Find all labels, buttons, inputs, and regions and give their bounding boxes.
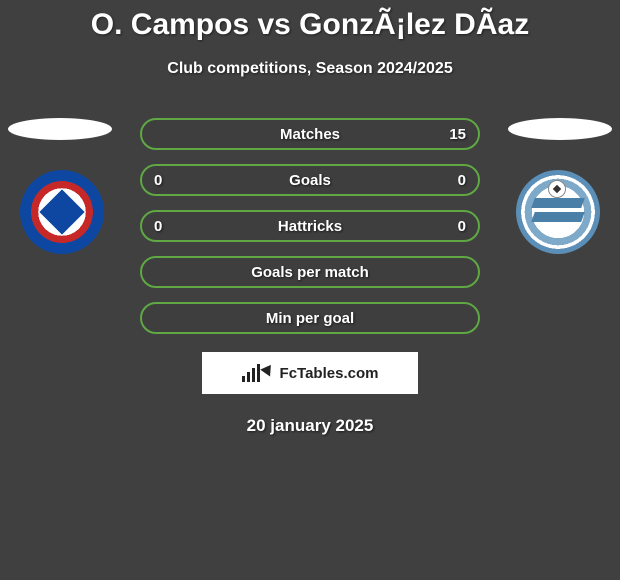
stat-left-value: 0 [154, 172, 194, 189]
branding-arrow-icon [260, 361, 276, 376]
stat-label: Matches [194, 126, 426, 143]
stat-label: Min per goal [194, 310, 426, 327]
player-left-club-crest [20, 170, 104, 254]
branding-badge[interactable]: FcTables.com [202, 352, 418, 394]
footer-date: 20 january 2025 [0, 416, 620, 436]
stat-right-value: 0 [426, 172, 466, 189]
player-right-club-crest [516, 170, 600, 254]
branding-logo-icon [242, 364, 260, 382]
stat-row-min-per-goal: Min per goal [140, 302, 480, 334]
stat-right-value: 0 [426, 218, 466, 235]
player-left-photo-placeholder [8, 118, 112, 140]
stat-row-matches: Matches 15 [140, 118, 480, 150]
subtitle: Club competitions, Season 2024/2025 [0, 60, 620, 78]
player-right-photo-placeholder [508, 118, 612, 140]
stat-label: Hattricks [194, 218, 426, 235]
branding-text: FcTables.com [280, 365, 379, 382]
stat-row-goals: 0 Goals 0 [140, 164, 480, 196]
comparison-panel: Matches 15 0 Goals 0 0 Hattricks 0 Goals… [0, 118, 620, 436]
stat-label: Goals [194, 172, 426, 189]
page-title: O. Campos vs GonzÃ¡lez DÃ­az [0, 0, 620, 42]
stat-left-value: 0 [154, 218, 194, 235]
stat-right-value: 15 [426, 126, 466, 143]
stat-row-goals-per-match: Goals per match [140, 256, 480, 288]
stats-table: Matches 15 0 Goals 0 0 Hattricks 0 Goals… [140, 118, 480, 334]
stat-row-hattricks: 0 Hattricks 0 [140, 210, 480, 242]
stat-label: Goals per match [194, 264, 426, 281]
